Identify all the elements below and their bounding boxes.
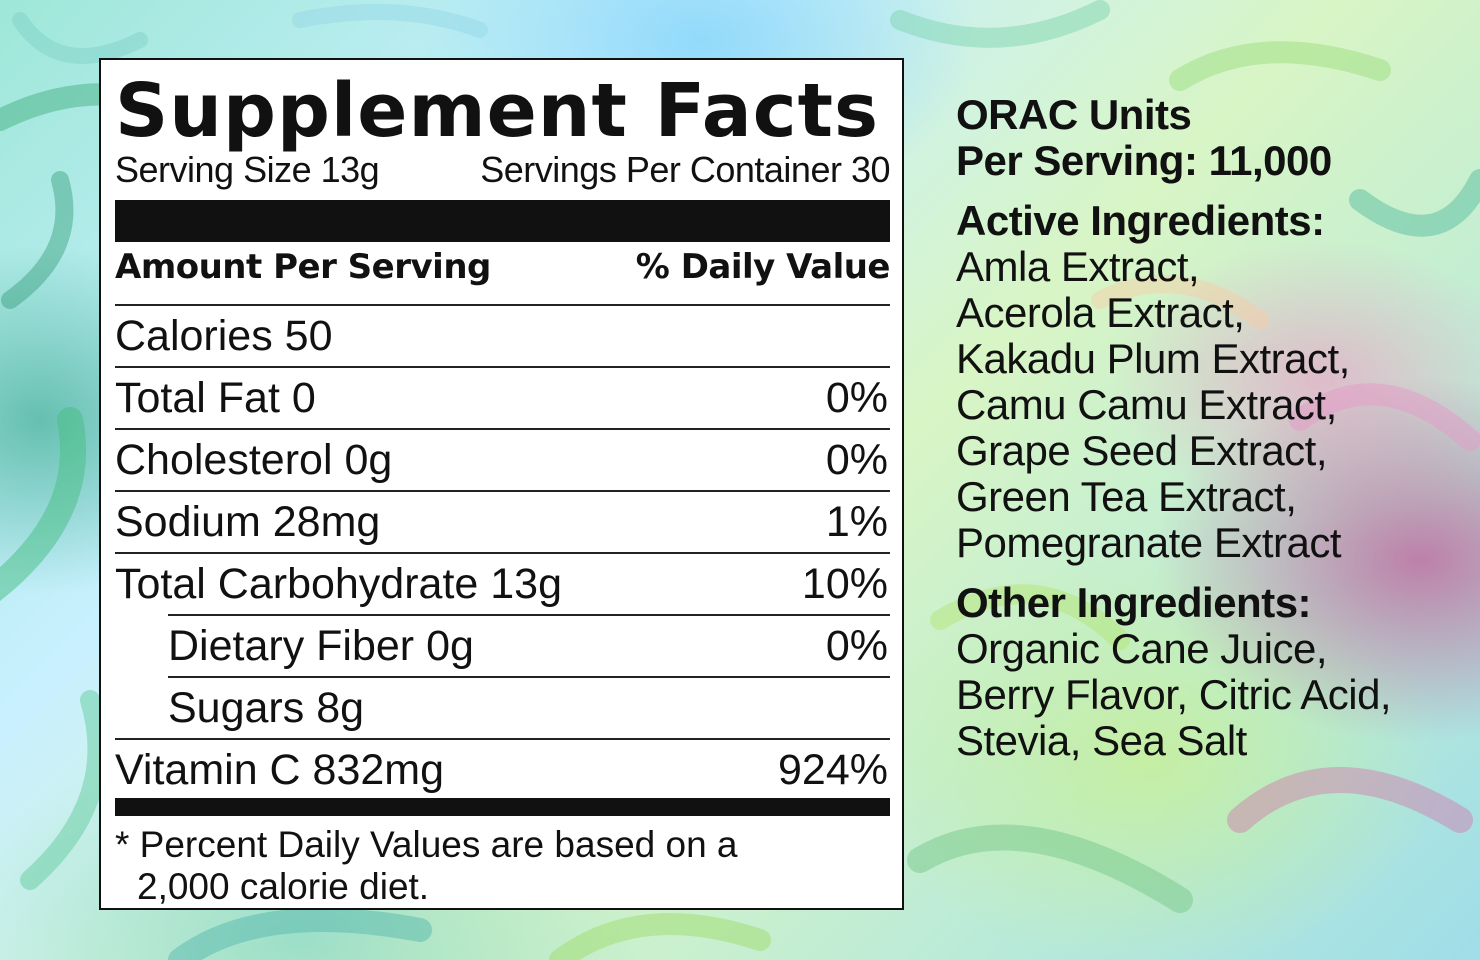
ingredient-item: Green Tea Extract, [956, 473, 1297, 520]
supplement-facts-panel: Supplement Facts Serving Size 13g Servin… [99, 58, 904, 910]
nutrient-dv: 0% [825, 435, 888, 484]
ingredient-item: Berry Flavor, Citric Acid, [956, 671, 1392, 718]
ingredient-item: Amla Extract, [956, 243, 1200, 290]
bottom-divider [115, 798, 890, 816]
nutrient-row-indented: Dietary Fiber 0g 0% [168, 614, 890, 676]
nutrient-row-indented: Sugars 8g [168, 676, 890, 738]
nutrient-rows: Calories 50 Total Fat 0 0% Cholesterol 0… [115, 304, 890, 800]
nutrient-dv: 10% [801, 559, 888, 608]
nutrient-dv: 1% [825, 497, 888, 546]
nutrient-label: Sodium 28mg [115, 497, 381, 546]
footnote-line-1: * Percent Daily Values are based on a [115, 824, 738, 865]
nutrient-label: Total Fat 0 [115, 373, 316, 422]
footnote: * Percent Daily Values are based on a 2,… [115, 824, 738, 908]
nutrient-row: Sodium 28mg 1% [115, 490, 890, 552]
ingredient-item: Pomegranate Extract [956, 519, 1342, 566]
nutrient-row: Vitamin C 832mg 924% [115, 738, 890, 800]
nutrient-label: Sugars 8g [168, 683, 365, 732]
nutrient-label: Dietary Fiber 0g [168, 621, 474, 670]
serving-size: Serving Size 13g [115, 149, 380, 190]
thick-divider [115, 200, 890, 242]
ingredient-item: Organic Cane Juice, [956, 625, 1328, 672]
nutrient-dv: 0% [825, 373, 888, 422]
facts-title: Supplement Facts [115, 68, 880, 154]
active-ingredients-heading: Active Ingredients: [956, 197, 1325, 244]
nutrient-row: Calories 50 [115, 304, 890, 366]
amount-header-row: Amount Per Serving % Daily Value [115, 247, 891, 287]
servings-per-container: Servings Per Container 30 [480, 149, 890, 190]
nutrient-row: Total Carbohydrate 13g 10% [115, 552, 890, 614]
orac-line-1: ORAC Units [956, 91, 1192, 138]
nutrient-row: Total Fat 0 0% [115, 366, 890, 428]
ingredients-panel: ORAC Units Per Serving: 11,000 Active In… [956, 92, 1456, 778]
ingredient-item: Camu Camu Extract, [956, 381, 1337, 428]
orac-info: ORAC Units Per Serving: 11,000 [956, 92, 1456, 184]
footnote-line-2: 2,000 calorie diet. [137, 866, 430, 907]
serving-info: Serving Size 13g Servings Per Container … [115, 152, 890, 188]
nutrient-label: Vitamin C 832mg [115, 745, 445, 794]
nutrient-label: Total Carbohydrate 13g [115, 559, 563, 608]
nutrient-row: Cholesterol 0g 0% [115, 428, 890, 490]
other-ingredients: Other Ingredients: Organic Cane Juice, B… [956, 580, 1456, 764]
other-ingredients-heading: Other Ingredients: [956, 579, 1312, 626]
nutrient-label: Cholesterol 0g [115, 435, 393, 484]
amount-per-serving-header: Amount Per Serving [115, 247, 491, 287]
orac-line-2: Per Serving: 11,000 [956, 137, 1332, 184]
nutrient-dv: 924% [778, 745, 888, 794]
daily-value-header: % Daily Value [635, 247, 891, 287]
ingredient-item: Kakadu Plum Extract, [956, 335, 1350, 382]
ingredient-item: Grape Seed Extract, [956, 427, 1328, 474]
nutrient-dv: 0% [825, 621, 888, 670]
active-ingredients: Active Ingredients: Amla Extract, Acerol… [956, 198, 1456, 566]
ingredient-item: Stevia, Sea Salt [956, 717, 1247, 764]
ingredient-item: Acerola Extract, [956, 289, 1245, 336]
nutrient-label: Calories 50 [115, 311, 333, 360]
